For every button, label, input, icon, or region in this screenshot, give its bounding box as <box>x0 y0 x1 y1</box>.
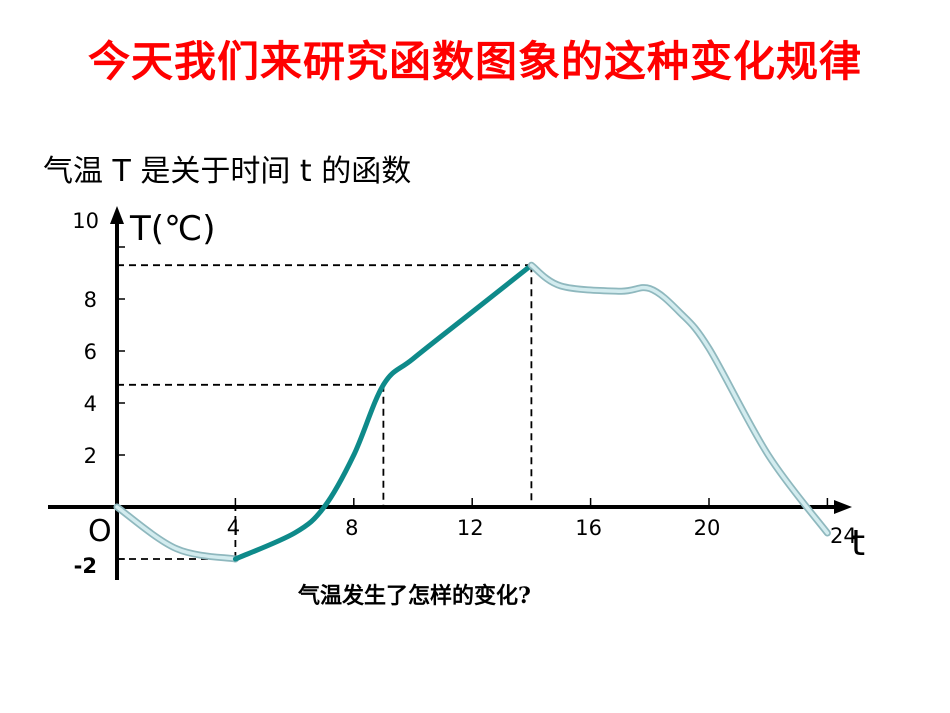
reference-lines <box>117 264 533 560</box>
y-tick-label: 2 <box>84 444 97 468</box>
y-tick-label: 8 <box>84 288 97 312</box>
slide-subtitle: 气温 T 是关于时间 t 的函数 <box>43 154 412 189</box>
x-tick-label: 16 <box>575 516 602 540</box>
curve-segment-decreasing-late <box>529 263 830 535</box>
chart-labels: T(℃) t O <box>88 209 865 564</box>
x-axis-arrow <box>834 500 852 514</box>
y-tick-label: 10 <box>72 209 99 233</box>
y-axis-label: T(℃) <box>129 209 215 249</box>
curve-segment-decreasing-early <box>115 505 238 561</box>
y-tick-label: -2 <box>74 554 97 578</box>
x-tick-label: 4 <box>227 516 240 540</box>
x-tick-label: 8 <box>345 516 358 540</box>
y-axis-arrow <box>110 206 124 224</box>
x-tick-label: 20 <box>694 516 721 540</box>
y-tick-label: 4 <box>84 392 97 416</box>
slide-title: 今天我们来研究函数图象的这种变化规律 <box>87 37 862 86</box>
curve-segment-increasing <box>232 262 534 562</box>
x-tick-label: 12 <box>457 516 484 540</box>
curve-segment-outline <box>527 261 831 537</box>
x-tick-label: 24 <box>830 524 857 548</box>
x-axis-label: t <box>851 523 865 564</box>
y-tick-label: 6 <box>84 340 97 364</box>
curve-segment-outline <box>113 503 239 563</box>
question-text: 气温发生了怎样的变化? <box>298 583 531 609</box>
temperature-curve <box>113 261 831 563</box>
origin-label: O <box>88 514 112 549</box>
